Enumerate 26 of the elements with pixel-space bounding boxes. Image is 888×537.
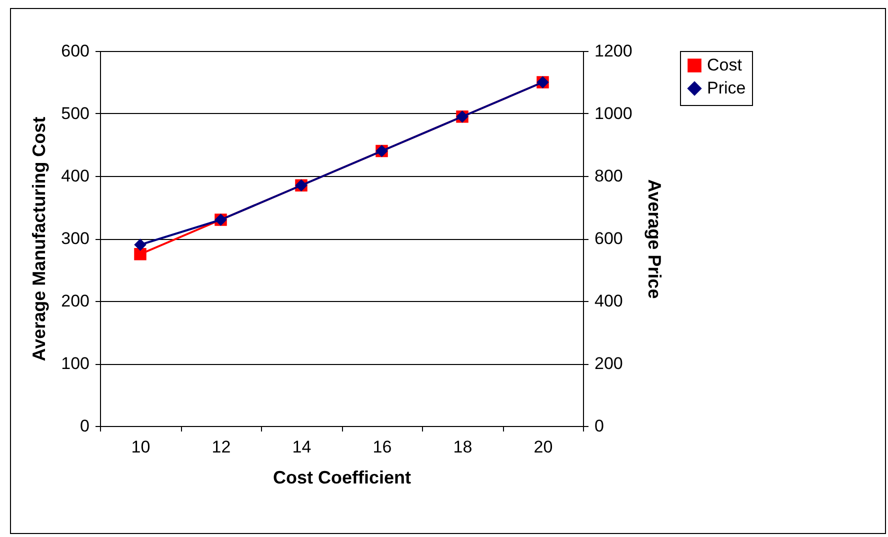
y2-tick-label: 1200: [594, 42, 632, 60]
y-tick-label: 300: [61, 229, 90, 248]
y-tick-label: 500: [61, 104, 90, 123]
x-tick-label: 20: [534, 438, 553, 456]
y2-tick-label: 800: [594, 166, 623, 186]
y-tick-label: 100: [61, 354, 90, 373]
x-tick-label: 10: [131, 438, 150, 456]
y-tick-label: 0: [80, 416, 90, 436]
y-axis-title: Average Manufacturing Cost: [29, 116, 50, 362]
x-tick-label: 18: [453, 438, 472, 456]
y2-tick-label: 1000: [594, 104, 632, 123]
x-tick-label: 14: [292, 438, 312, 456]
y-tick-label: 600: [61, 42, 90, 60]
y2-tick-label: 600: [594, 229, 623, 248]
legend-label: Cost: [707, 56, 742, 74]
x-tick-label: 16: [372, 438, 392, 456]
y-tick-label: 200: [61, 292, 90, 310]
y2-tick-label: 200: [594, 354, 623, 373]
y2-tick-label: 400: [594, 292, 623, 310]
y2-tick-label: 0: [594, 416, 604, 436]
x-axis-title: Cost Coefficient: [272, 468, 412, 488]
legend-label: Price: [707, 78, 746, 98]
y-tick-label: 400: [61, 166, 90, 186]
y2-axis-title: Average Price: [644, 179, 664, 299]
x-tick-label: 12: [212, 438, 231, 456]
point: [134, 248, 146, 260]
